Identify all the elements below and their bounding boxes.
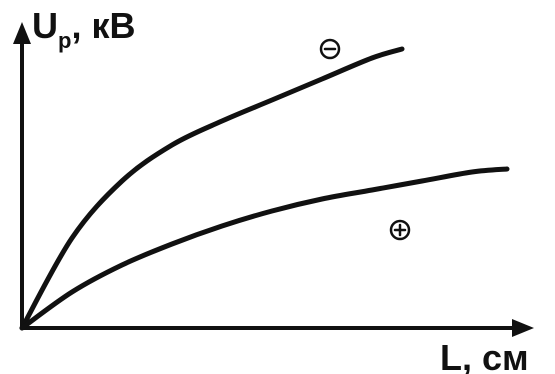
series-line-positive <box>19 166 510 331</box>
y-axis-label-main: U <box>32 5 58 46</box>
y-axis-label-unit: , кВ <box>71 5 135 46</box>
plus-marker-icon <box>389 219 411 241</box>
x-axis-label: L, см <box>440 337 529 374</box>
y-axis-arrow <box>13 22 31 44</box>
series-layer <box>19 46 510 331</box>
marker-circle <box>389 219 411 241</box>
x-axis-arrow <box>512 319 534 337</box>
marker-circle <box>319 38 341 60</box>
y-axis-label-sub: p <box>58 28 71 53</box>
marker-layer <box>319 38 411 241</box>
series-line-negative <box>19 46 405 331</box>
minus-marker-icon <box>319 38 341 60</box>
y-axis-label: Up, кВ <box>32 5 135 53</box>
